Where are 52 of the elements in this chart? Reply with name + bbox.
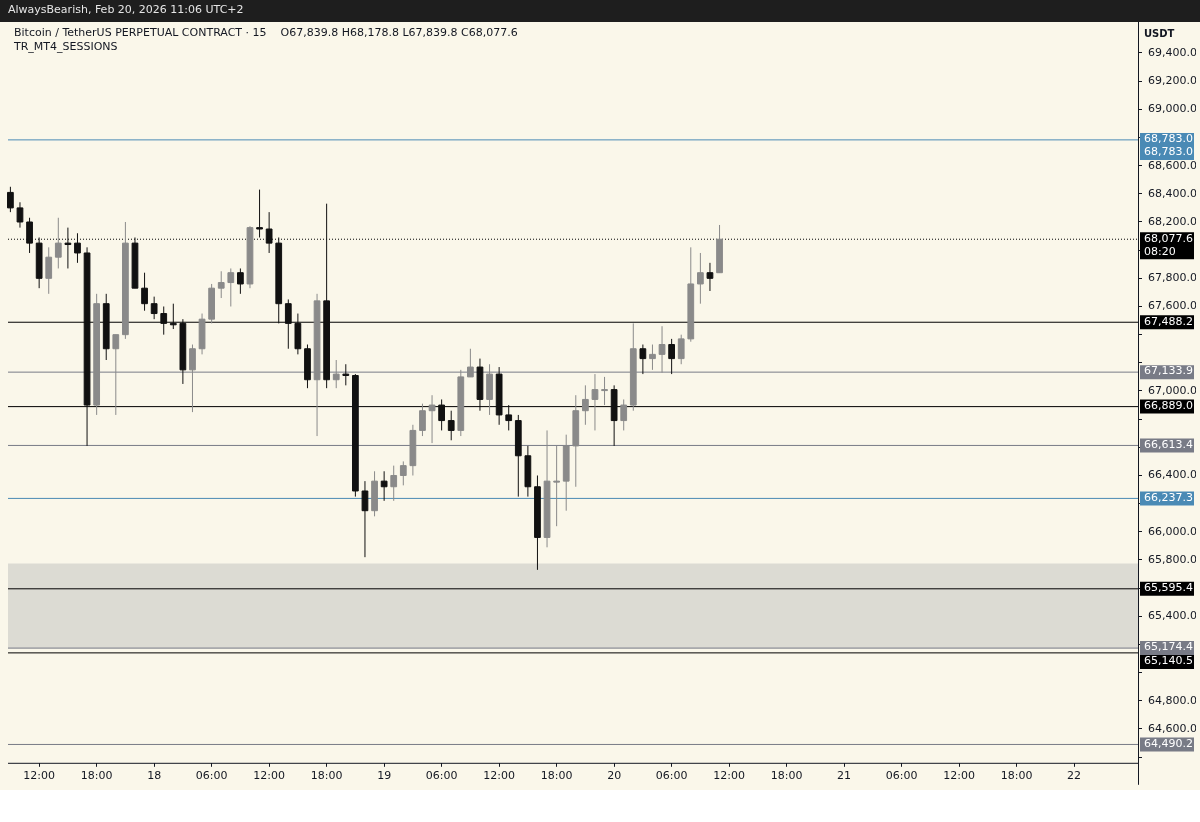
chart-title: Bitcoin / TetherUS PERPETUAL CONTRACT · 15 (14, 26, 267, 40)
x-tick-label: 18:00 (80, 769, 113, 783)
x-tick-label: 06:00 (195, 769, 228, 783)
x-tick-label: 18:00 (310, 769, 343, 783)
candlestick (256, 189, 263, 238)
x-tick-label: 12:00 (483, 769, 515, 783)
x-tick-label: 12:00 (943, 769, 975, 783)
x-tick-label: 18:00 (770, 769, 803, 783)
x-tick-label: 19 (377, 769, 392, 783)
y-tick-label: 68,200.0 (1148, 214, 1197, 228)
x-tick-label: 12:00 (713, 769, 745, 783)
ref-line-label: 68,077.6 08:20 (1144, 231, 1193, 258)
y-tick-label: 64,600.0 (1148, 721, 1197, 735)
x-tick-label: 06:00 (885, 769, 918, 783)
text: AlwaysBearish, Feb 20, 2026 11:06 UTC+2 (8, 3, 244, 17)
y-tick-label: 65,400.0 (1148, 609, 1197, 623)
x-tick-label: 06:00 (425, 769, 458, 783)
ref-line-label: 65,140.5 (1144, 654, 1193, 668)
y-tick-label: 65,800.0 (1148, 552, 1197, 566)
x-tick-label: 20 (607, 769, 622, 783)
y-tick-label: 67,600.0 (1148, 299, 1197, 313)
ref-line-label: 68,783.0 68,783.0 (1144, 132, 1193, 159)
ref-line-label: 66,889.0 (1144, 398, 1193, 412)
ref-line-label: 67,488.2 (1144, 314, 1193, 328)
x-tick-label: 06:00 (655, 769, 688, 783)
ref-line-label: 66,237.3 (1144, 490, 1193, 504)
y-tick-label: 66,000.0 (1148, 524, 1197, 538)
chart-subtitle: O67,839.8 H68,178.8 L67,839.8 C68,077.6 (280, 26, 518, 40)
x-tick-label: 22 (1067, 769, 1082, 783)
y-tick-label: 66,400.0 (1148, 468, 1197, 482)
y-tick-label: 68,400.0 (1148, 186, 1197, 200)
x-tick-label: 12:00 (253, 769, 285, 783)
y-axis-title: USDT (1144, 27, 1175, 39)
ref-line-label: 67,133.9 (1144, 364, 1193, 378)
ref-line-label: 66,613.4 (1144, 437, 1193, 451)
y-tick-label: 67,800.0 (1148, 271, 1197, 285)
y-tick-label: 64,800.0 (1148, 693, 1197, 707)
y-tick-label: 69,400.0 (1148, 45, 1197, 59)
y-tick-label: 69,000.0 (1148, 102, 1197, 116)
ref-line-label: 65,595.4 (1144, 581, 1193, 595)
x-tick-label: 21 (837, 769, 852, 783)
y-tick-label: 69,200.0 (1148, 74, 1197, 88)
x-tick-label: 12:00 (23, 769, 55, 783)
x-tick-label: 18:00 (540, 769, 573, 783)
y-tick-label: 67,000.0 (1148, 383, 1197, 397)
ref-line-label: 65,174.4 (1144, 640, 1193, 654)
ref-line-label: 64,490.2 (1144, 736, 1193, 750)
annotation: TR_MT4_SESSIONS (13, 40, 118, 54)
y-tick-label: 68,600.0 (1148, 158, 1197, 172)
x-tick-label: 18 (147, 769, 162, 783)
candlestick (419, 403, 426, 437)
x-tick-label: 18:00 (1000, 769, 1033, 783)
